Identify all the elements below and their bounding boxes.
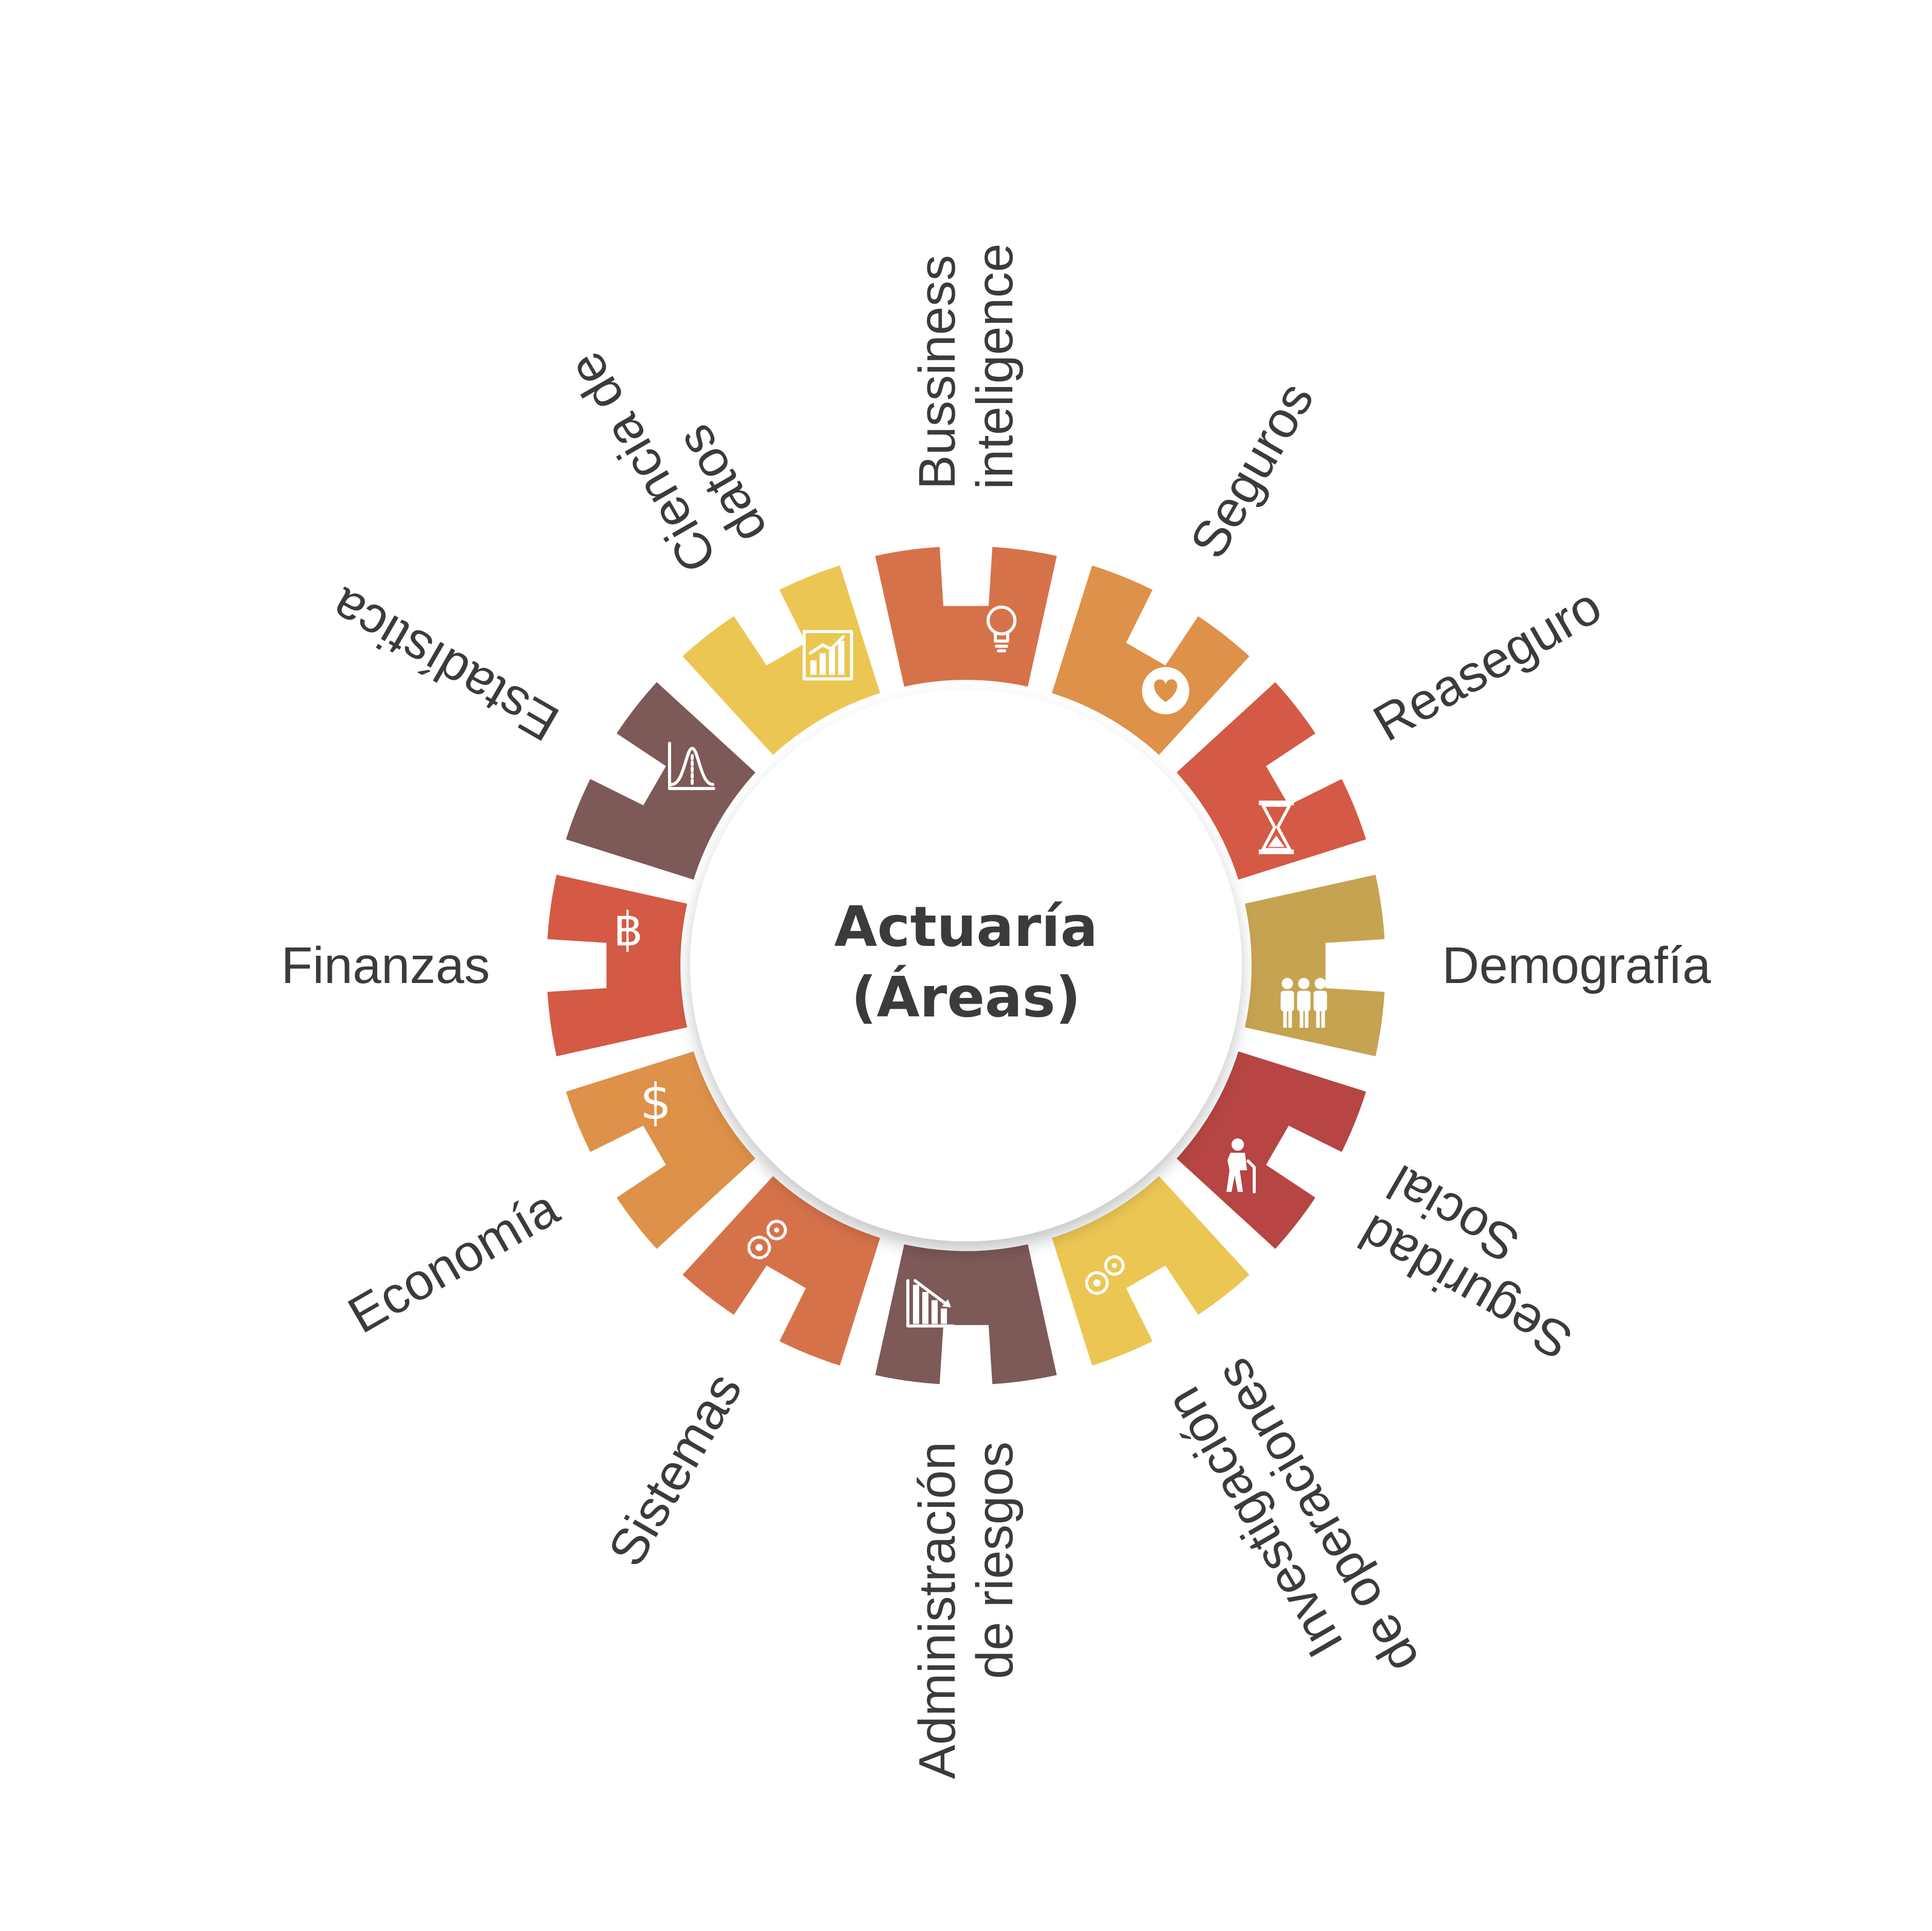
people-icon xyxy=(1280,978,1327,1028)
segment-ring: $฿ xyxy=(547,547,1385,1384)
segment-4 xyxy=(1176,1051,1366,1249)
area-label-line: Estadística xyxy=(321,576,568,752)
area-label-7: Sistemas xyxy=(597,1363,753,1575)
segment-10 xyxy=(566,682,756,880)
declining-chart-icon xyxy=(906,1279,955,1328)
area-label-line: de riesgos xyxy=(966,1442,1024,1679)
center-title: Actuaría xyxy=(834,895,1098,959)
area-label-10: Estadística xyxy=(321,576,568,752)
area-label-1: Seguros xyxy=(1179,373,1325,568)
segment-11 xyxy=(682,565,881,755)
area-label-line: Economía xyxy=(339,1179,568,1344)
segment-2 xyxy=(1176,682,1366,880)
lightbulb-icon xyxy=(987,605,1016,653)
area-label-4: SeguridadSocial xyxy=(1349,1154,1610,1371)
elderly-person-icon xyxy=(1226,1138,1256,1193)
segment-0 xyxy=(875,547,1057,687)
heart-icon xyxy=(1141,667,1189,714)
area-label-8: Economía xyxy=(339,1179,568,1344)
area-label-line: Bussiness xyxy=(908,255,966,489)
svg-text:฿: ฿ xyxy=(613,903,643,957)
segment-8 xyxy=(566,1051,756,1249)
area-label-2: Reaseguro xyxy=(1364,576,1611,752)
area-label-line: Demografía xyxy=(1442,937,1711,994)
hourglass-icon xyxy=(1258,800,1294,854)
segment-7 xyxy=(682,1176,881,1366)
center-subtitle: (Áreas) xyxy=(851,964,1081,1030)
area-label-line: Reaseguro xyxy=(1364,576,1611,752)
segment-5 xyxy=(1051,1176,1250,1366)
gears-icon xyxy=(747,1220,787,1259)
area-label-11: Ciencia dedatos xyxy=(556,314,778,582)
area-label-line: Finanzas xyxy=(281,937,490,994)
area-label-9: Finanzas xyxy=(281,937,490,994)
area-label-line: Administración xyxy=(908,1442,966,1779)
area-label-line: Seguros xyxy=(1179,373,1325,568)
svg-text:$: $ xyxy=(640,1073,672,1131)
center-circle xyxy=(690,690,1242,1241)
bitcoin-icon: ฿ xyxy=(613,903,643,957)
area-label-line: inteligence xyxy=(966,243,1024,489)
dollar-icon: $ xyxy=(640,1073,672,1131)
gears-icon xyxy=(1085,1255,1125,1295)
area-label-0: Bussinessinteligence xyxy=(908,243,1024,489)
area-label-3: Demografía xyxy=(1442,937,1711,994)
segment-1 xyxy=(1051,565,1250,755)
bell-curve-icon xyxy=(668,742,715,791)
area-label-6: Administraciónde riesgos xyxy=(908,1442,1024,1779)
segment-6 xyxy=(875,1244,1057,1384)
segment-3 xyxy=(1244,874,1385,1057)
area-label-line: Sistemas xyxy=(597,1363,753,1575)
growth-chart-icon xyxy=(802,630,853,681)
segment-9 xyxy=(547,874,688,1057)
area-label-5: Investigaciónde operaciones xyxy=(1154,1349,1430,1711)
